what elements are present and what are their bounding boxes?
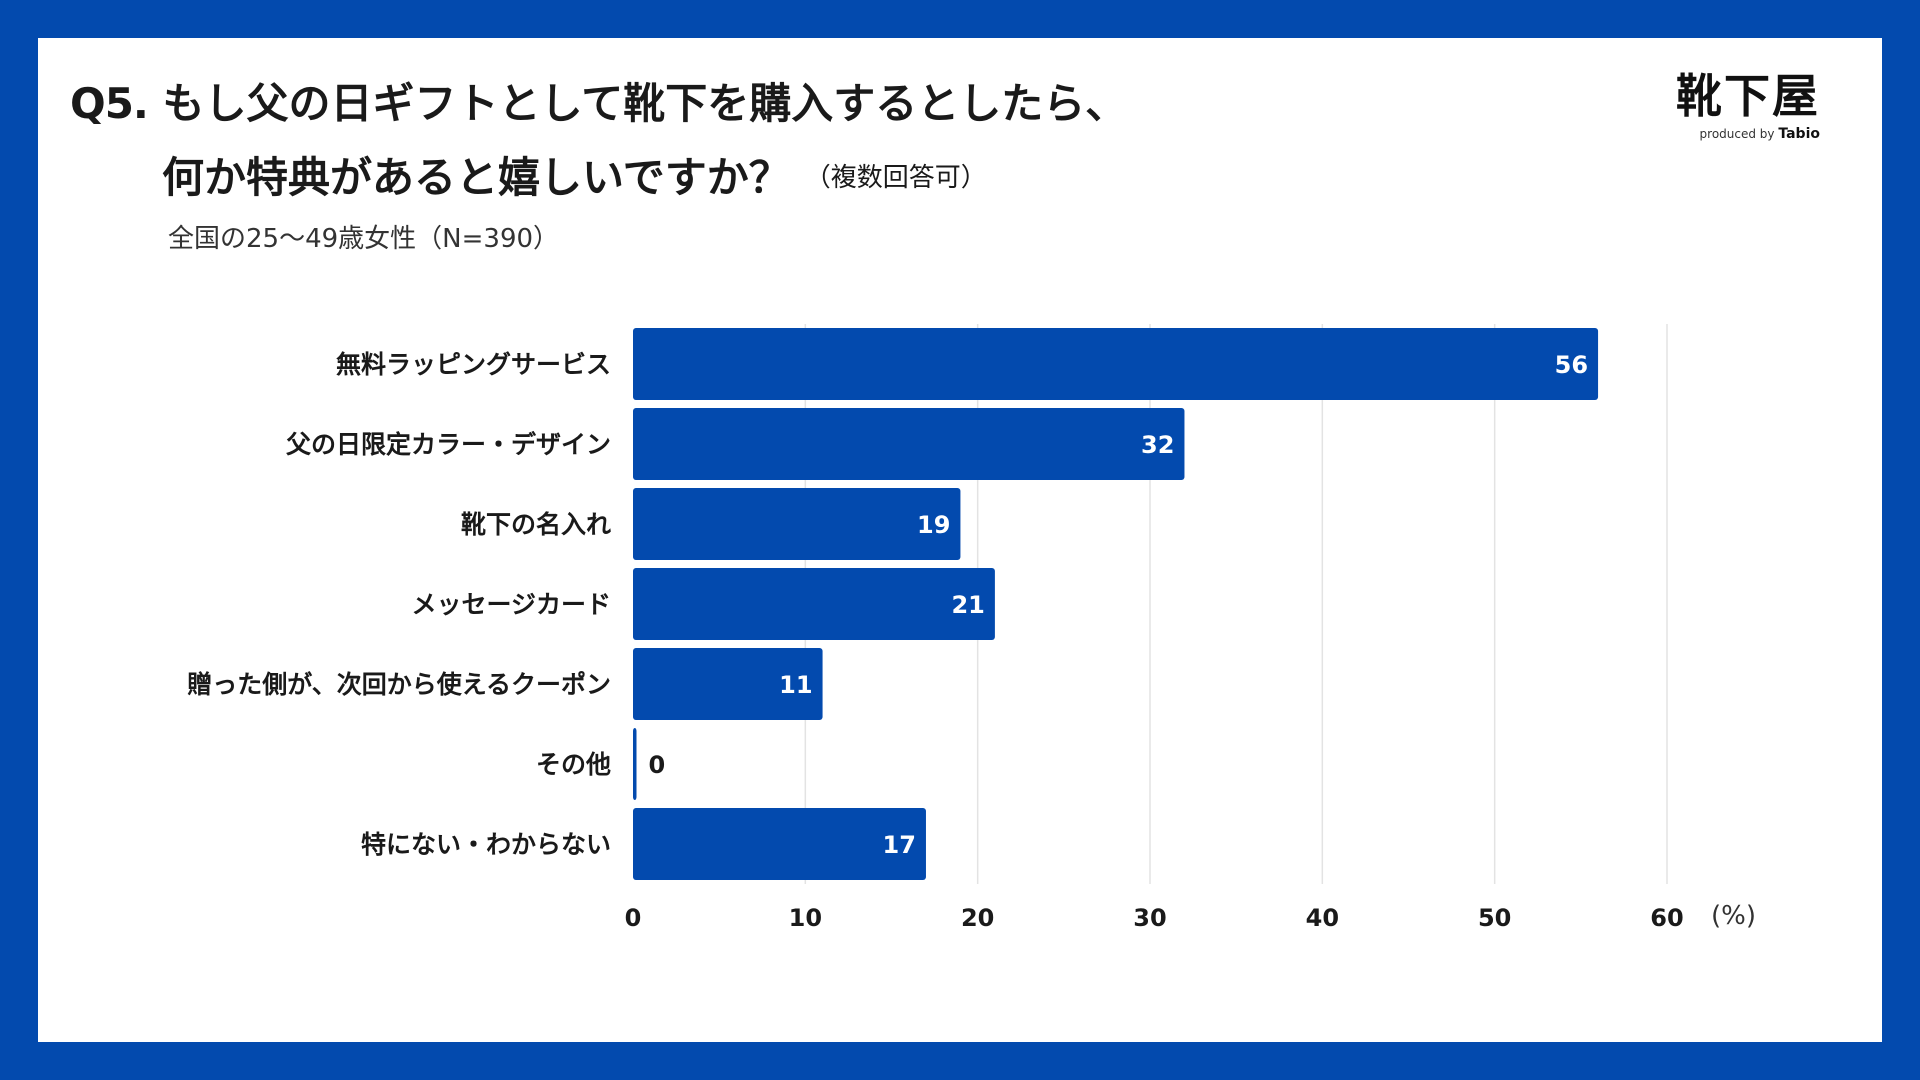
labels: 0 10 20 30 40 50 60 無料ラッピングサービス 56 父の日限定カラー・デザイン 3… [187,350,1683,932]
value-label: 17 [883,831,916,859]
value-label: 21 [951,591,984,619]
bars [633,328,1599,880]
value-label: 19 [917,511,950,539]
bar [633,728,637,800]
bar [633,808,926,880]
x-tick-label: 10 [789,904,822,932]
logo-brand: Tabio [1778,126,1820,142]
x-tick-label: 0 [625,904,642,932]
category-label: 父の日限定カラー・デザイン [286,430,611,459]
title-line-2-container: 何か特典があると嬉しいですか？ （複数回答可） [162,150,987,206]
category-label: その他 [536,750,611,779]
title-line-1: もし父の日ギフトとして靴下を購入するとしたら、 [162,79,1128,128]
value-label: 56 [1555,351,1588,379]
x-tick-label: 50 [1478,904,1511,932]
category-label: 特にない・わからない [361,830,611,859]
bar [633,488,961,560]
logo-text: 靴下屋 [1676,69,1820,123]
category-label: メッセージカード [411,590,611,619]
title-line-2: 何か特典があると嬉しいですか？ [162,153,791,202]
value-label: 11 [779,671,812,699]
category-label: 靴下の名入れ [461,510,611,539]
bar [633,568,995,640]
title-note: （複数回答可） [804,163,987,193]
value-label: 32 [1141,431,1174,459]
question-number: Q5. [70,79,149,128]
category-label: 贈った側が、次回から使えるクーポン [187,670,611,699]
category-label: 無料ラッピングサービス [336,350,611,379]
value-label: 0 [649,751,666,779]
bar [633,408,1185,480]
x-tick-label: 20 [961,904,994,932]
bar [633,648,823,720]
bar [633,328,1599,400]
x-tick-label: 30 [1133,904,1166,932]
x-tick-label: 60 [1650,904,1683,932]
logo-subtext: produced by Tabio [1700,126,1820,142]
chart-title: Q5. もし父の日ギフトとして靴下を購入するとしたら、 [70,76,1127,132]
sample-description: 全国の25～49歳女性（N=390） [168,224,560,254]
x-tick-label: 40 [1306,904,1339,932]
brand-logo: 靴下屋 produced by Tabio [1650,60,1820,150]
axis-unit-label: (%) [1711,901,1756,931]
logo-produced-by: produced by [1699,127,1775,141]
